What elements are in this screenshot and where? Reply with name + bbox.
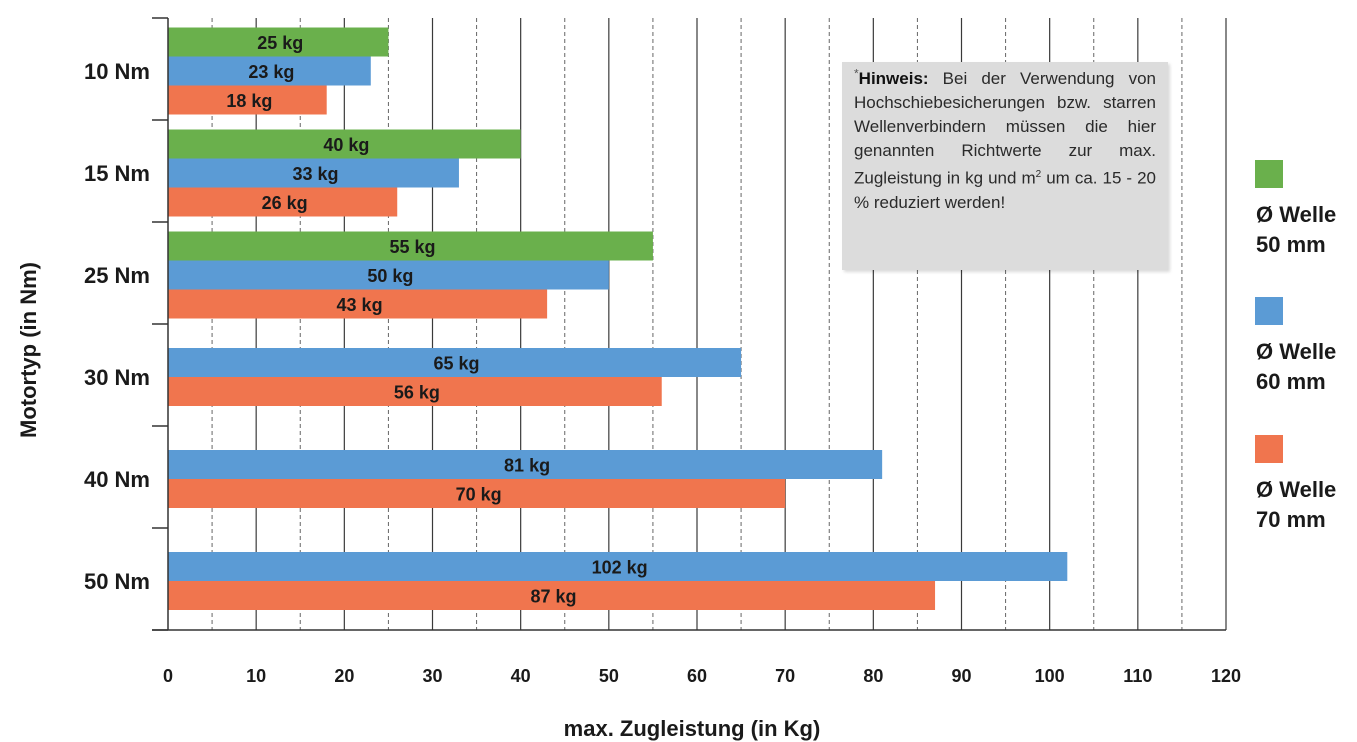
legend-swatch: [1255, 297, 1283, 325]
legend-label: Ø Welle: [1256, 339, 1336, 364]
x-axis-label: max. Zugleistung (in Kg): [564, 716, 821, 741]
bar-data-label: 33 kg: [292, 164, 338, 184]
bar-data-label: 65 kg: [434, 354, 480, 374]
bar-data-label: 23 kg: [248, 62, 294, 82]
legend: Ø Welle 50 mm Ø Welle 60 mm Ø Welle 70 mm: [1255, 160, 1336, 532]
legend-label: 50 mm: [1256, 232, 1326, 257]
bar-data-label: 55 kg: [389, 237, 435, 257]
bar-data-label: 40 kg: [323, 135, 369, 155]
x-tick-label: 100: [1035, 666, 1065, 686]
bar-data-label: 43 kg: [337, 295, 383, 315]
legend-swatch: [1255, 160, 1283, 188]
bar-data-label: 18 kg: [226, 91, 272, 111]
legend-label: Ø Welle: [1256, 202, 1336, 227]
x-tick-label: 30: [422, 666, 442, 686]
bar-data-label: 102 kg: [592, 558, 648, 578]
x-tick-label: 90: [951, 666, 971, 686]
x-tick-label: 60: [687, 666, 707, 686]
x-tick-label: 80: [863, 666, 883, 686]
legend-swatch: [1255, 435, 1283, 463]
legend-label: 70 mm: [1256, 507, 1326, 532]
legend-label: 60 mm: [1256, 369, 1326, 394]
category-label: 50 Nm: [84, 569, 150, 594]
bar-data-label: 25 kg: [257, 33, 303, 53]
bar-data-label: 56 kg: [394, 383, 440, 403]
category-labels: 10 Nm 15 Nm 25 Nm 30 Nm 40 Nm 50 Nm: [84, 59, 150, 594]
note-heading: Hinweis:: [859, 69, 929, 88]
bar-data-label: 70 kg: [456, 485, 502, 505]
bar-data-label: 50 kg: [367, 266, 413, 286]
x-tick-label: 20: [334, 666, 354, 686]
category-label: 30 Nm: [84, 365, 150, 390]
note-superscript: 2: [1036, 169, 1042, 180]
category-label: 40 Nm: [84, 467, 150, 492]
category-label: 15 Nm: [84, 161, 150, 186]
bar-data-label: 26 kg: [262, 193, 308, 213]
legend-label: Ø Welle: [1256, 477, 1336, 502]
note-box: *Hinweis: Bei der Verwendung von Hochsch…: [842, 62, 1168, 270]
bar-data-label: 87 kg: [531, 587, 577, 607]
x-tick-label: 10: [246, 666, 266, 686]
x-tick-label: 40: [511, 666, 531, 686]
x-tick-label: 50: [599, 666, 619, 686]
category-label: 25 Nm: [84, 263, 150, 288]
x-tick-labels: 0 10 20 30 40 50 60 70 80 90 100 110 120: [163, 666, 1241, 686]
x-tick-label: 70: [775, 666, 795, 686]
x-tick-label: 120: [1211, 666, 1241, 686]
x-tick-label: 0: [163, 666, 173, 686]
bar-data-label: 81 kg: [504, 456, 550, 476]
category-label: 10 Nm: [84, 59, 150, 84]
x-tick-label: 110: [1123, 666, 1152, 686]
y-axis-label: Motortyp (in Nm): [16, 262, 41, 438]
